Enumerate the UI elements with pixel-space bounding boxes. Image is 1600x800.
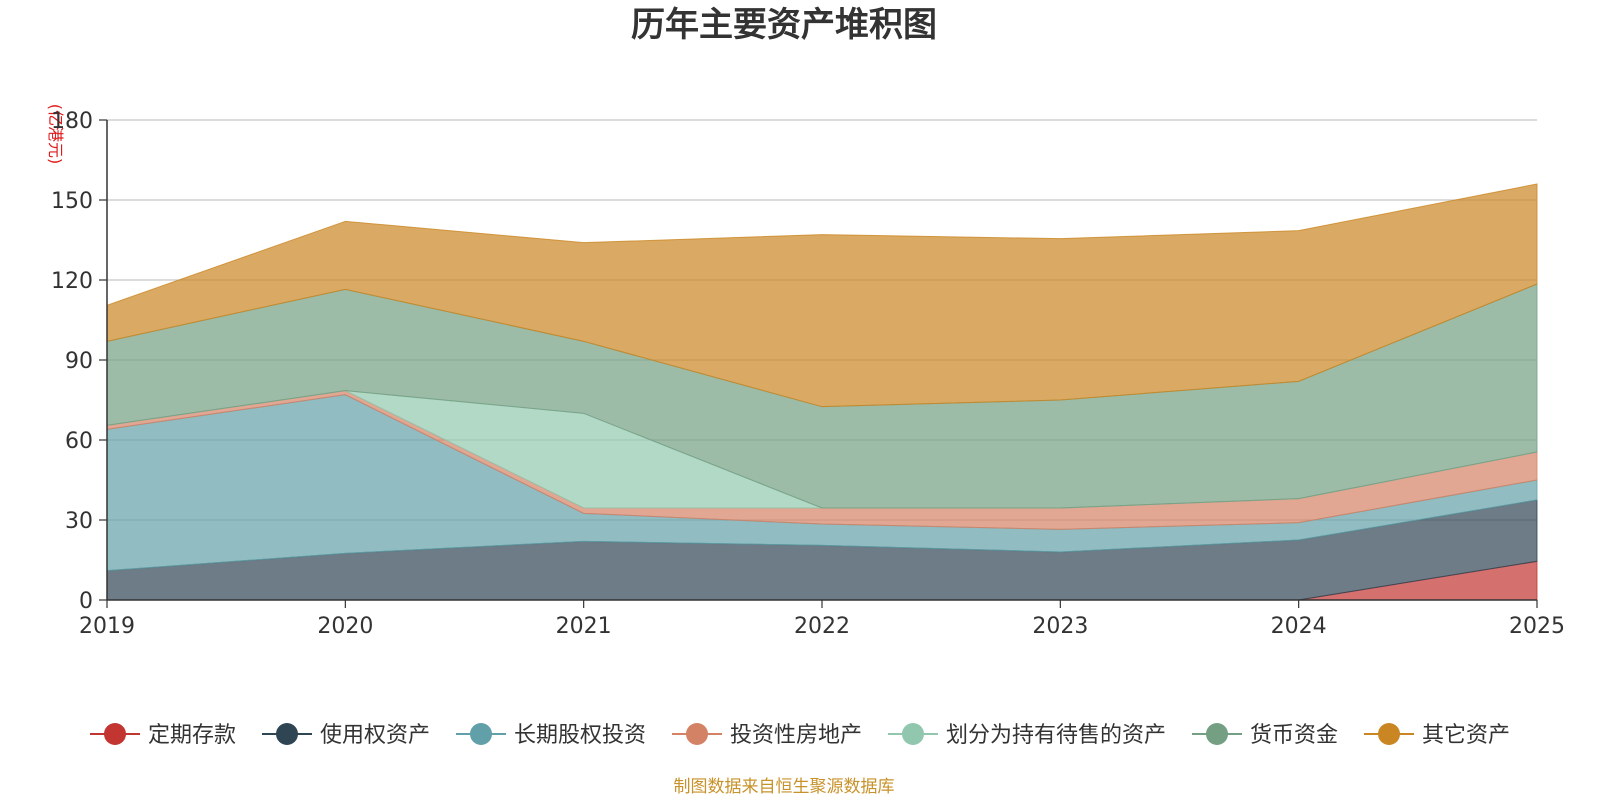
legend-label: 长期股权投资	[514, 723, 646, 748]
y-tick-label-0: 0	[79, 589, 93, 614]
y-tick-label-60: 60	[65, 429, 93, 454]
x-tick-label-2022: 2022	[794, 614, 850, 639]
x-tick-label-2019: 2019	[79, 614, 135, 639]
legend-label: 使用权资产	[320, 723, 430, 748]
legend-item-1[interactable]: 定期存款	[90, 723, 236, 748]
legend-marker-icon	[104, 723, 126, 745]
chart-title: 历年主要资产堆积图	[631, 5, 937, 45]
legend-marker-icon	[686, 723, 708, 745]
y-tick-label-150: 150	[51, 189, 93, 214]
legend-label: 划分为持有待售的资产	[946, 723, 1166, 748]
legend-item-5[interactable]: 划分为持有待售的资产	[888, 723, 1166, 748]
area-series	[106, 183, 1538, 601]
x-tick-label-2025: 2025	[1509, 614, 1565, 639]
axes: 0 30 60 90 120 150 180 2019 2020 2021 2022 2023 2024…	[51, 109, 1565, 639]
legend-item-3[interactable]: 长期股权投资	[456, 723, 646, 748]
source-note: 制图数据来自恒生聚源数据库	[674, 777, 895, 797]
legend-label: 投资性房地产	[730, 723, 862, 748]
legend-item-6[interactable]: 货币资金	[1192, 723, 1338, 748]
y-tick-label-180: 180	[51, 109, 93, 134]
x-tick-label-2023: 2023	[1032, 614, 1088, 639]
x-tick-label-2020: 2020	[317, 614, 373, 639]
legend-marker-icon	[1206, 723, 1228, 745]
legend-marker-icon	[902, 723, 924, 745]
legend-item-2[interactable]: 使用权资产	[262, 723, 430, 748]
area-series-7	[106, 183, 1538, 408]
legend-label: 货币资金	[1250, 723, 1338, 748]
legend-item-4[interactable]: 投资性房地产	[672, 723, 862, 748]
y-tick-label-90: 90	[65, 349, 93, 374]
legend-marker-icon	[470, 723, 492, 745]
legend-marker-icon	[1378, 723, 1400, 745]
legend-marker-icon	[276, 723, 298, 745]
legend-label: 其它资产	[1422, 723, 1510, 748]
y-tick-label-30: 30	[65, 509, 93, 534]
y-axis-unit: (亿港元)	[46, 104, 65, 165]
legend-label: 定期存款	[148, 723, 236, 748]
legend: 定期存款 使用权资产 长期股权投资 投资性房地产 划分为持有待售的资产 货币资金 其它资产	[90, 723, 1510, 748]
x-tick-label-2021: 2021	[556, 614, 612, 639]
legend-item-7[interactable]: 其它资产	[1364, 723, 1510, 748]
x-tick-label-2024: 2024	[1271, 614, 1327, 639]
y-tick-label-120: 120	[51, 269, 93, 294]
